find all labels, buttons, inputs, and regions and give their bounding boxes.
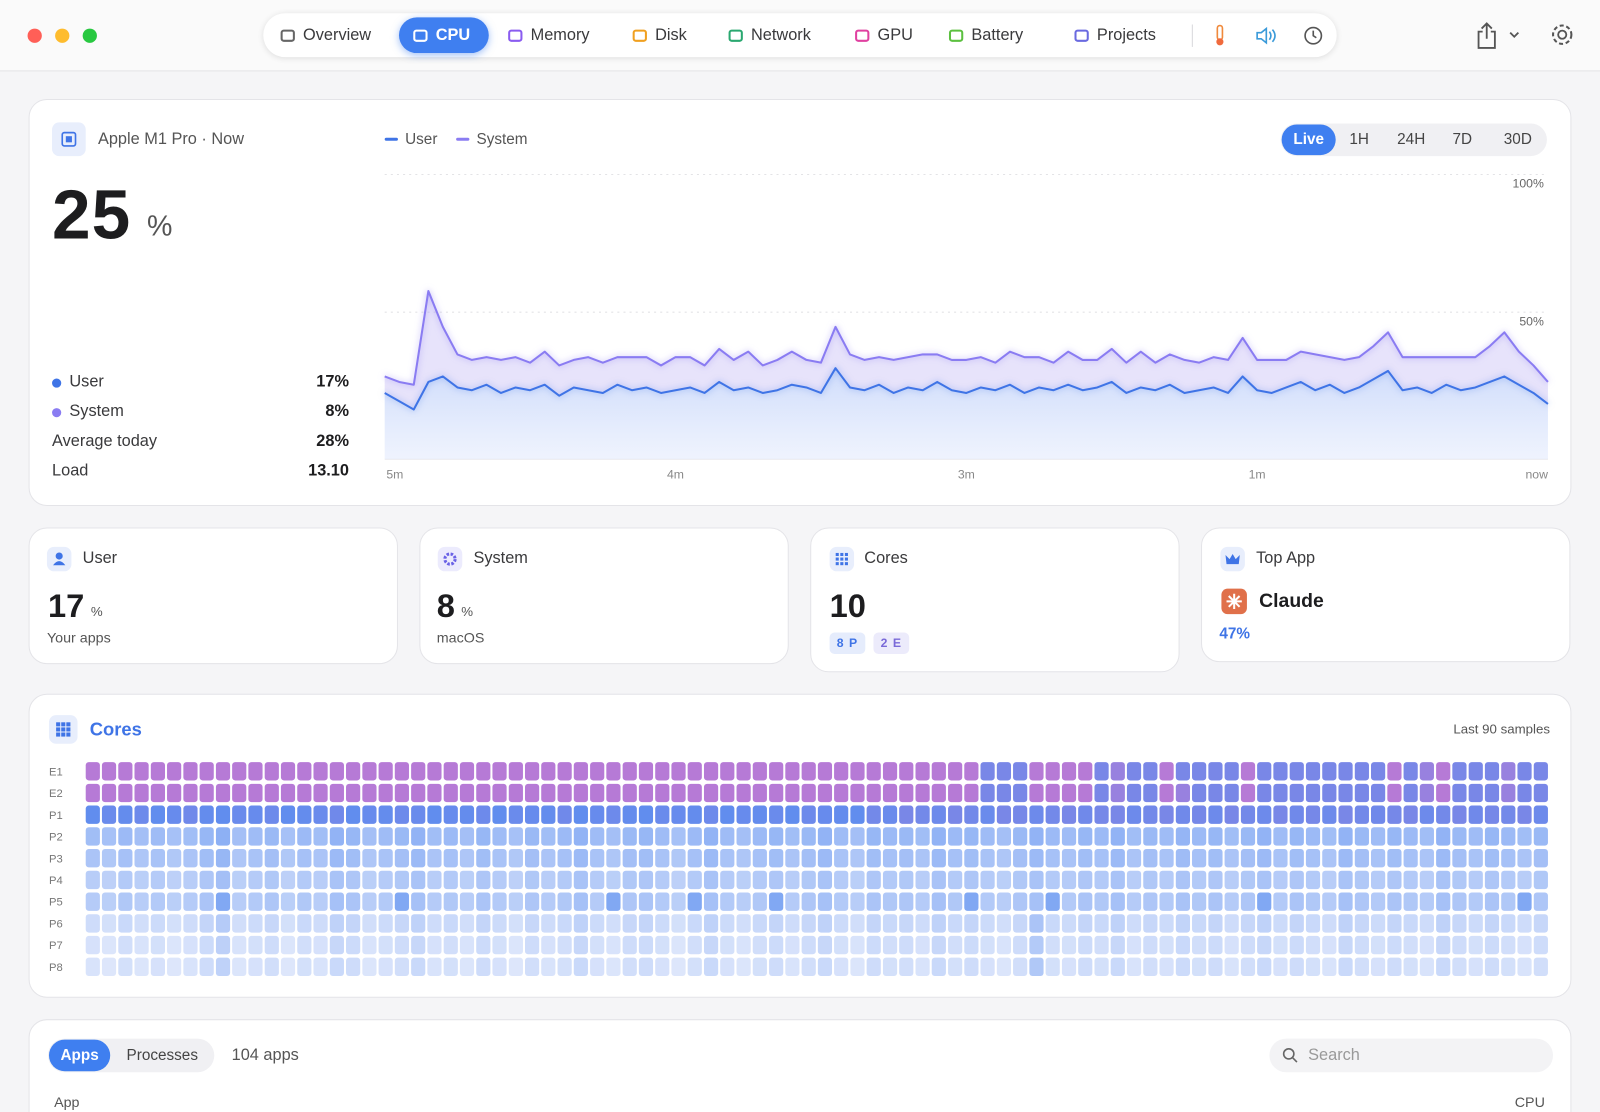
stat-value: 8% — [325, 402, 349, 421]
badge: 8 P — [829, 632, 866, 654]
column-header: App — [54, 1093, 80, 1110]
user-card — [28, 527, 398, 665]
cpu-value: 25 — [52, 176, 132, 255]
tab[interactable]: Overview — [280, 13, 372, 57]
range-option[interactable]: 7D — [1452, 130, 1473, 148]
stat-label: Average today — [52, 432, 158, 450]
tab[interactable]: CPU — [413, 13, 470, 57]
panel-header: Apple M1 Pro · Now — [97, 130, 245, 148]
range-option[interactable]: 1H — [1349, 130, 1369, 148]
stat-label: Load — [52, 462, 89, 480]
tab[interactable]: Disk — [632, 13, 687, 57]
legend-label: User — [405, 130, 438, 148]
tab-icon — [632, 29, 647, 42]
search-icon — [1282, 1047, 1298, 1063]
window-actions[interactable] — [1473, 20, 1575, 51]
stat-value: 28% — [316, 432, 349, 450]
tab[interactable]: Projects — [1074, 13, 1156, 57]
top-app-name: Claude — [1259, 590, 1324, 613]
card-caption: macOS — [436, 629, 485, 646]
user-icon — [46, 546, 72, 572]
system-card — [419, 527, 789, 665]
cores-icon — [48, 715, 78, 744]
top-app-card — [1201, 527, 1571, 663]
tab-icon — [855, 29, 870, 42]
list-tab[interactable]: Processes — [126, 1046, 198, 1065]
search-field[interactable] — [1269, 1038, 1554, 1073]
range-option[interactable]: 24H — [1397, 130, 1426, 148]
chip-icon — [52, 122, 86, 157]
stat-dot — [52, 408, 62, 418]
badge: 2 E — [873, 632, 910, 654]
tab-icon — [280, 29, 295, 42]
tab[interactable]: GPU — [855, 13, 913, 57]
system-icon — [437, 546, 463, 572]
app-count: 104 apps — [231, 1046, 299, 1065]
range-option[interactable]: Live — [1281, 124, 1336, 156]
tab-icon — [728, 29, 743, 42]
processes-panel — [28, 1019, 1572, 1112]
card-unit: % — [461, 603, 474, 620]
tab[interactable]: Network — [728, 13, 811, 57]
cpu-unit: % — [146, 210, 173, 242]
card-title: System — [473, 549, 528, 568]
stat-value: 13.10 — [308, 462, 349, 480]
tab-label: CPU — [435, 26, 471, 44]
stat-row: Average today 28% — [52, 433, 349, 453]
toolbar-icons[interactable] — [1210, 24, 1332, 46]
minimize-button[interactable] — [55, 28, 70, 43]
stat-label: User — [69, 373, 104, 391]
tab-icon — [1074, 29, 1089, 42]
tab-icon — [948, 29, 964, 42]
cores-title: Cores — [89, 719, 142, 740]
tab-icon — [508, 29, 523, 42]
range-option[interactable]: 30D — [1503, 130, 1532, 148]
tab-label: Projects — [1096, 26, 1156, 44]
card-value: 17 — [47, 587, 85, 625]
stat-row: Load 13.10 — [52, 462, 349, 482]
stat-row: User 17% — [52, 373, 349, 393]
legend-swatch — [456, 137, 470, 141]
stat-value: 17% — [316, 373, 349, 391]
cores-card — [810, 527, 1180, 673]
cores-panel — [28, 693, 1572, 998]
cores-icon — [829, 546, 855, 572]
tab-label: GPU — [877, 26, 913, 44]
crown-icon — [1220, 546, 1245, 572]
card-title: Top App — [1256, 549, 1316, 568]
close-button[interactable] — [27, 28, 42, 43]
tab-icon — [413, 29, 428, 42]
card-caption: Your apps — [46, 629, 111, 646]
tab[interactable]: Memory — [508, 13, 590, 57]
tab-label: Battery — [971, 26, 1024, 44]
card-value: 10 — [829, 587, 866, 625]
tab-label: Memory — [530, 26, 590, 44]
search-placeholder: Search — [1308, 1046, 1360, 1065]
tab[interactable]: Battery — [948, 13, 1024, 57]
tab-label: Network — [751, 26, 811, 44]
card-title: User — [82, 549, 118, 568]
legend-swatch — [384, 137, 398, 141]
stat-label: System — [69, 402, 124, 421]
cores-note: Last 90 samples — [1453, 721, 1550, 737]
zoom-button[interactable] — [82, 28, 97, 43]
top-app-value: 47% — [1219, 625, 1251, 643]
card-title: Cores — [864, 549, 908, 568]
tab-label: Disk — [655, 26, 687, 44]
divider — [1191, 24, 1193, 47]
column-header: CPU — [1514, 1093, 1545, 1110]
card-value: 8 — [436, 587, 455, 625]
card-unit: % — [90, 603, 103, 620]
app-icon — [1221, 588, 1247, 615]
stat-row: System 8% — [52, 403, 349, 423]
list-tab[interactable]: Apps — [48, 1039, 111, 1072]
tab-label: Overview — [303, 26, 372, 44]
legend-label: System — [476, 130, 528, 148]
stat-dot — [52, 378, 62, 388]
